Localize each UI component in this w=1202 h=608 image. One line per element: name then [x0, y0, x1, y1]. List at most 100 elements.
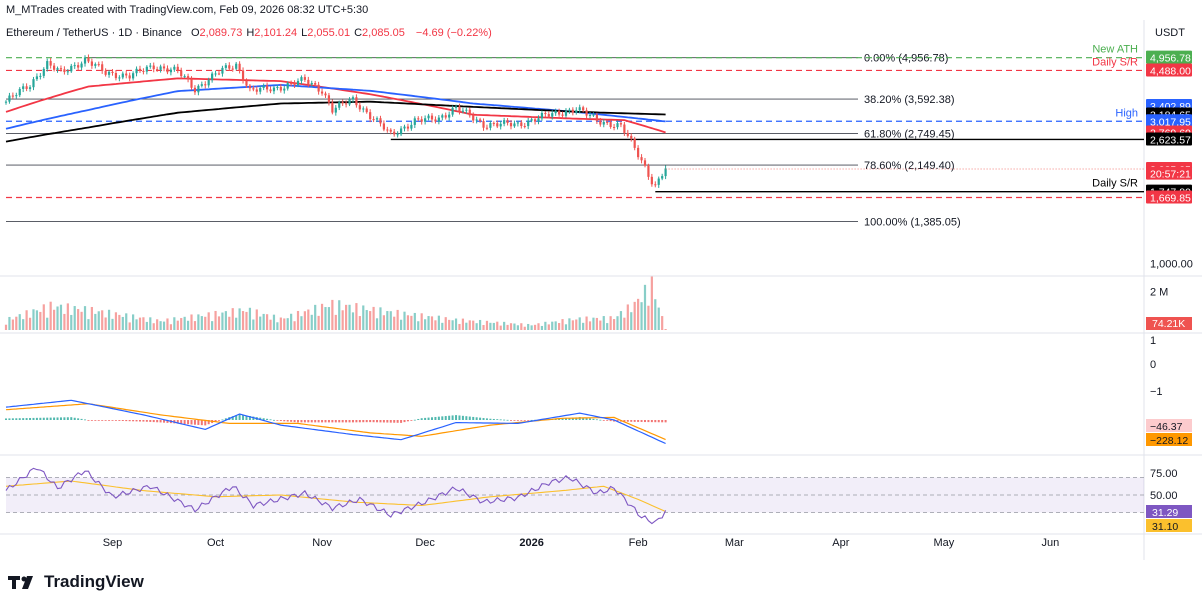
candle-body[interactable]	[637, 147, 640, 158]
candle-body[interactable]	[654, 184, 657, 186]
candle-body[interactable]	[193, 87, 197, 93]
candle-body[interactable]	[125, 73, 128, 76]
candle-body[interactable]	[180, 70, 183, 77]
candle-body[interactable]	[437, 117, 440, 122]
candle-body[interactable]	[513, 123, 516, 127]
candle-body[interactable]	[389, 129, 392, 132]
candle-body[interactable]	[544, 113, 547, 115]
candle-body[interactable]	[355, 97, 358, 106]
candle-body[interactable]	[63, 69, 66, 73]
candle-body[interactable]	[499, 123, 502, 127]
candle-body[interactable]	[107, 71, 111, 75]
candle-body[interactable]	[228, 65, 231, 69]
candle-body[interactable]	[338, 102, 341, 108]
candle-body[interactable]	[623, 124, 626, 133]
candle-body[interactable]	[238, 63, 241, 71]
candle-body[interactable]	[643, 160, 647, 166]
candle-body[interactable]	[310, 82, 313, 85]
candle-body[interactable]	[173, 66, 176, 70]
candle-body[interactable]	[406, 126, 410, 129]
candle-body[interactable]	[132, 73, 135, 79]
candle-body[interactable]	[162, 66, 166, 69]
candle-body[interactable]	[441, 115, 444, 118]
price-axis-badge[interactable]	[1146, 63, 1192, 77]
candle-body[interactable]	[327, 95, 331, 103]
price-axis-badge[interactable]	[1146, 114, 1192, 128]
candle-body[interactable]	[73, 65, 76, 67]
candle-body[interactable]	[612, 126, 616, 128]
candle-body[interactable]	[489, 123, 492, 128]
candle-body[interactable]	[358, 105, 361, 110]
candle-body[interactable]	[176, 66, 179, 71]
candle-body[interactable]	[454, 106, 458, 108]
candle-body[interactable]	[83, 57, 87, 64]
candle-body[interactable]	[8, 95, 11, 102]
candle-body[interactable]	[602, 121, 605, 125]
candle-body[interactable]	[379, 118, 382, 124]
candle-body[interactable]	[523, 126, 526, 128]
candle-body[interactable]	[204, 84, 207, 86]
candle-body[interactable]	[592, 114, 595, 116]
candle-body[interactable]	[396, 134, 399, 136]
candle-body[interactable]	[28, 87, 32, 89]
candle-body[interactable]	[152, 65, 155, 70]
candle-body[interactable]	[66, 71, 69, 73]
candle-body[interactable]	[149, 65, 152, 67]
candle-body[interactable]	[286, 83, 289, 89]
candle-body[interactable]	[142, 70, 145, 72]
candle-body[interactable]	[434, 119, 437, 122]
candle-body[interactable]	[186, 76, 190, 80]
candle-body[interactable]	[269, 89, 272, 92]
candle-body[interactable]	[547, 114, 550, 117]
candle-body[interactable]	[571, 109, 574, 113]
candle-body[interactable]	[657, 178, 660, 185]
candle-body[interactable]	[578, 107, 581, 111]
candle-body[interactable]	[59, 68, 63, 70]
candle-body[interactable]	[616, 123, 619, 128]
candle-body[interactable]	[348, 99, 351, 105]
candle-body[interactable]	[393, 131, 396, 135]
candle-body[interactable]	[403, 126, 406, 129]
candle-body[interactable]	[492, 123, 495, 125]
candle-body[interactable]	[410, 124, 413, 129]
candle-body[interactable]	[183, 76, 186, 78]
candle-body[interactable]	[365, 108, 368, 113]
candle-body[interactable]	[118, 77, 121, 79]
candle-body[interactable]	[224, 65, 227, 68]
candle-body[interactable]	[575, 110, 578, 113]
candle-body[interactable]	[468, 109, 471, 116]
candle-body[interactable]	[341, 102, 344, 104]
candle-body[interactable]	[430, 115, 434, 120]
candle-body[interactable]	[262, 85, 265, 88]
candle-body[interactable]	[386, 129, 389, 131]
candle-body[interactable]	[52, 65, 56, 70]
candle-body[interactable]	[558, 110, 561, 115]
candle-body[interactable]	[80, 63, 83, 68]
macd-badge[interactable]	[1146, 419, 1192, 432]
symbol-legend[interactable]: Ethereum / TetherUS · 1D · Binance O2,08…	[6, 27, 492, 39]
candle-body[interactable]	[664, 168, 667, 177]
candle-body[interactable]	[561, 114, 564, 116]
candle-body[interactable]	[320, 91, 324, 94]
candle-body[interactable]	[527, 120, 530, 127]
candle-body[interactable]	[104, 70, 107, 75]
candle-body[interactable]	[296, 80, 300, 86]
candle-body[interactable]	[90, 61, 93, 66]
candle-body[interactable]	[647, 165, 650, 177]
candle-body[interactable]	[166, 68, 169, 73]
candle-body[interactable]	[114, 73, 118, 79]
currency-label[interactable]: USDT	[1155, 27, 1185, 39]
candle-body[interactable]	[626, 132, 629, 136]
candle-body[interactable]	[303, 77, 306, 80]
candle-body[interactable]	[265, 85, 269, 90]
candle-body[interactable]	[197, 85, 200, 93]
candle-body[interactable]	[582, 107, 585, 111]
candle-body[interactable]	[599, 120, 602, 125]
candle-body[interactable]	[18, 88, 21, 96]
candle-body[interactable]	[283, 88, 286, 91]
candle-body[interactable]	[424, 118, 427, 122]
candle-body[interactable]	[520, 122, 523, 127]
candle-body[interactable]	[169, 69, 173, 73]
candle-body[interactable]	[217, 73, 221, 75]
